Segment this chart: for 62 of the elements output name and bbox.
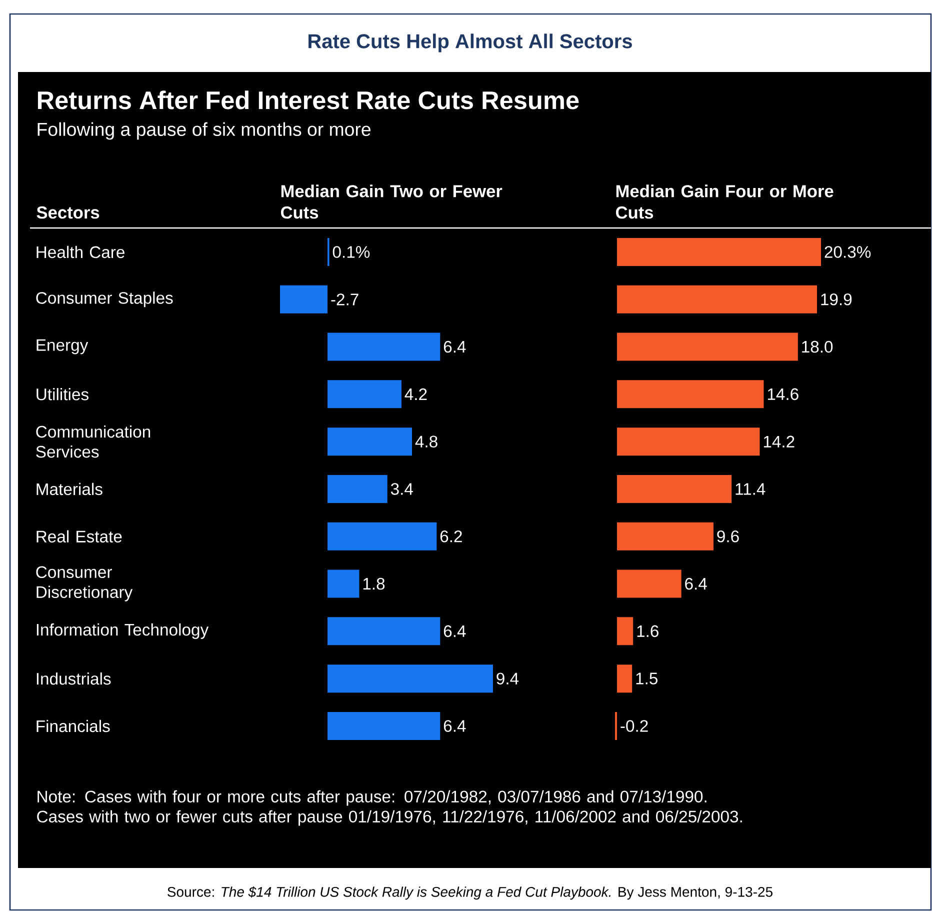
y-tick-label: Industrials	[36, 672, 111, 685]
bar	[614, 712, 618, 740]
bar	[617, 664, 632, 693]
data-label: 6.4	[685, 578, 707, 590]
y-tick-label: Utilities	[36, 388, 88, 400]
x-axis-title: Median Gain Two or Fewer Cuts	[280, 184, 502, 219]
data-label: -2.7	[331, 294, 358, 306]
source-note: Source: The $14 Trillion US Stock Rally is Seeking a Fed Cut Playbook. By Jess Menton, 9-13-25	[168, 886, 772, 900]
data-label: 6.4	[444, 340, 466, 353]
data-label: 6.4	[444, 720, 466, 732]
bar	[617, 332, 798, 361]
data-label: 0.1%	[332, 246, 370, 258]
bar	[280, 285, 328, 314]
y-tick-label: Consumer Staples	[36, 292, 173, 308]
data-label: 19.9	[821, 293, 852, 306]
bar	[617, 380, 764, 408]
data-label: 6.2	[440, 530, 462, 542]
bar	[328, 617, 440, 646]
y-axis-title: Sectors	[36, 206, 100, 219]
bar	[328, 474, 388, 503]
bar	[328, 332, 440, 361]
bar	[328, 570, 360, 598]
data-label: 4.8	[415, 436, 438, 448]
bar	[617, 428, 760, 456]
data-label: 3.4	[390, 483, 413, 495]
bar	[328, 380, 402, 408]
chart-subtitle: Following a pause of six months or more	[38, 122, 370, 140]
y-tick-label: Consumer Discretionary	[36, 566, 133, 602]
bar	[617, 522, 714, 550]
data-label: 6.4	[444, 625, 466, 638]
text: Note: Cases with four or more cuts after pause: 07/20/1982, 03/07/1986 and 07/13/1990. Cases with two or fewer cuts after pause 01/19/1976, 11/22/1976, 11/06/2002 and 06/25/2003.	[37, 790, 742, 826]
text: Rate Cuts Help Almost All Sectors	[308, 34, 632, 52]
data-label: 14.2	[764, 436, 794, 448]
y-tick-label: Health Care	[36, 246, 124, 258]
y-tick-label: Energy	[36, 339, 88, 354]
data-label: 1.8	[363, 578, 385, 590]
data-label: 4.2	[404, 388, 427, 400]
bar	[617, 285, 818, 314]
y-tick-label: Real Estate	[36, 530, 122, 543]
bar	[617, 617, 634, 646]
y-tick-label: Information Technology	[36, 623, 209, 639]
data-label: 1.6	[637, 625, 658, 638]
bar	[617, 570, 682, 598]
data-label: 9.4	[496, 672, 519, 684]
data-label: 9.6	[717, 530, 739, 542]
data-label: 11.4	[736, 483, 766, 495]
data-label: 18.0	[802, 340, 833, 353]
data-label: -0.2	[620, 720, 648, 732]
bar	[328, 522, 437, 550]
bar	[328, 712, 440, 740]
y-tick-label: Materials	[36, 482, 102, 496]
bar	[617, 238, 822, 266]
bar	[328, 428, 412, 456]
bar	[328, 664, 493, 693]
data-label: 14.6	[768, 388, 798, 400]
bar	[617, 474, 732, 503]
data-label: 1.5	[636, 672, 658, 684]
y-tick-label: Communication Services	[36, 425, 150, 458]
data-label: 20.3%	[824, 246, 871, 258]
y-tick-label: Financials	[36, 720, 110, 732]
chart-title: Returns After Fed Interest Rate Cuts Resume	[38, 90, 579, 110]
x-axis-title: Median Gain Four or More Cuts	[616, 184, 834, 219]
